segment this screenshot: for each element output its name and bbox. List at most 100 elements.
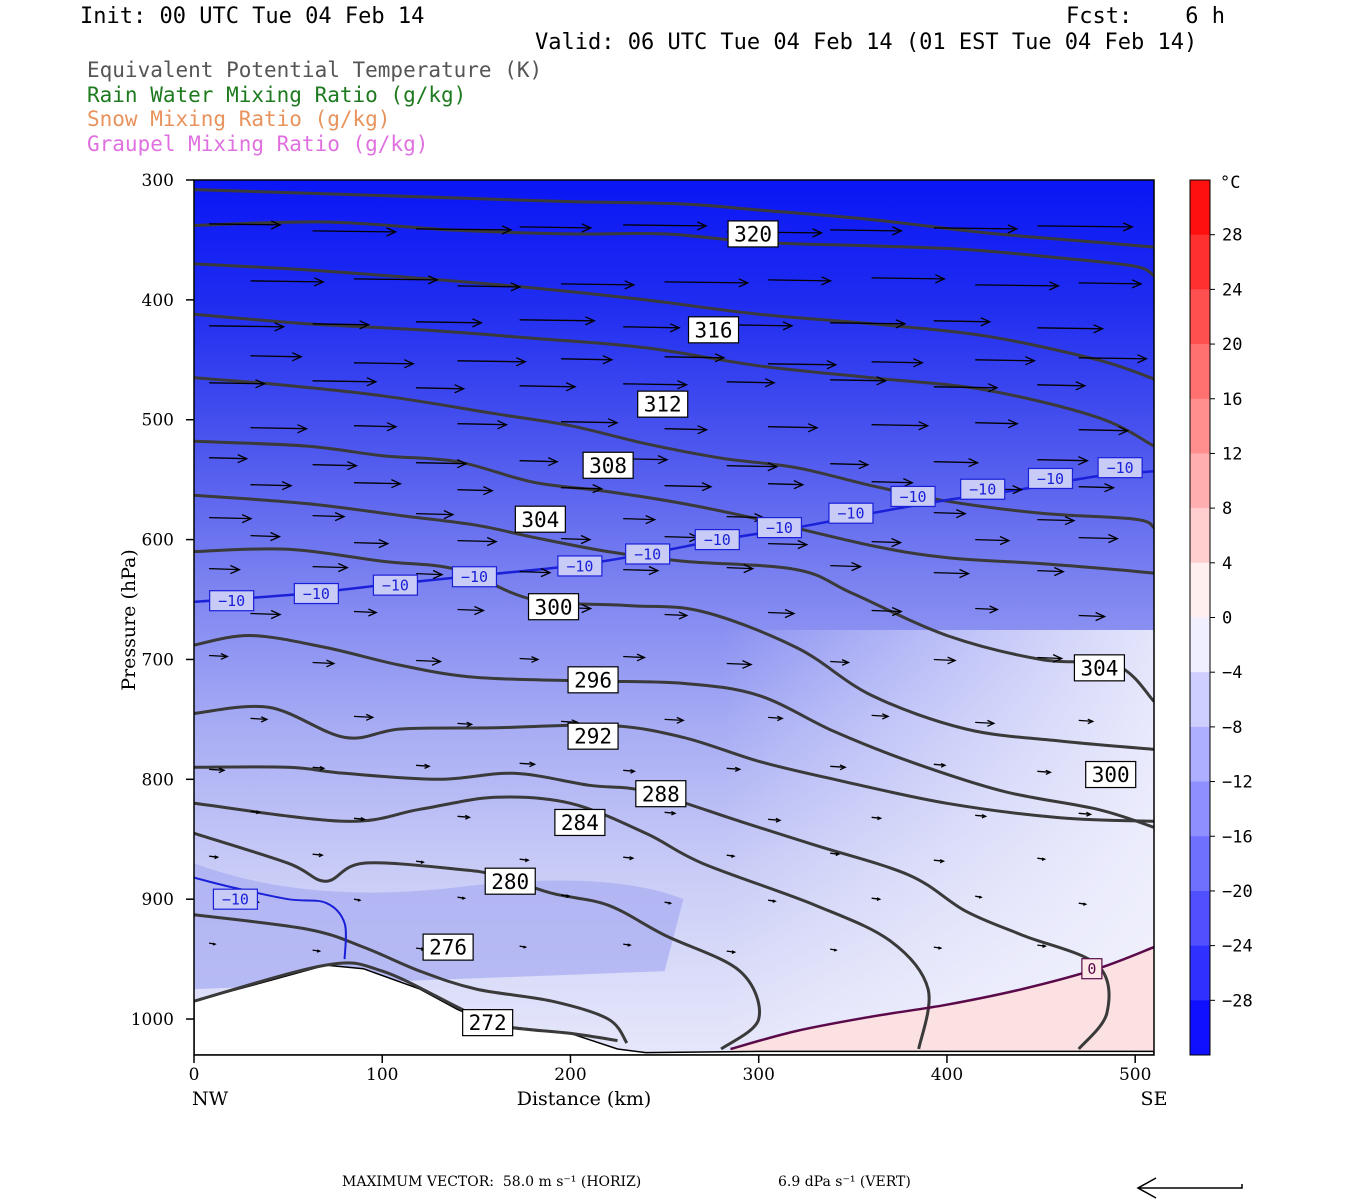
wind-vector — [871, 481, 913, 484]
wind-vector-head — [547, 457, 559, 467]
wind-vector-head — [1007, 224, 1019, 234]
wind-vector — [250, 612, 281, 616]
wind-vector — [933, 511, 966, 515]
colorbar-segment — [1190, 726, 1210, 783]
y-tick-label: 300 — [142, 171, 174, 191]
wind-vector — [1037, 384, 1085, 387]
isotherm-label: −10 — [900, 488, 927, 506]
colorbar-tick-label: −16 — [1222, 827, 1253, 847]
wind-vector-head — [566, 894, 571, 898]
wind-vector-head — [876, 897, 882, 901]
wind-vector-head — [220, 653, 229, 660]
theta-e-label-box — [687, 316, 740, 344]
wind-vector-head — [999, 535, 1011, 546]
theta-e-contour-320 — [194, 262, 1154, 381]
wind-vector-head — [1049, 281, 1060, 291]
wind-vector — [416, 572, 443, 576]
wind-vector — [726, 465, 777, 468]
wind-vector — [561, 720, 578, 724]
wind-vector-head — [731, 854, 736, 858]
wind-vector-head — [524, 858, 530, 863]
wind-vector — [209, 567, 240, 571]
wind-vector-head — [891, 606, 903, 617]
theta-e-label: 304 — [1080, 656, 1118, 680]
wind-vector — [1078, 812, 1091, 815]
wind-vector — [871, 714, 889, 718]
colorbar-segment — [1190, 617, 1210, 673]
wind-vector-head — [807, 423, 819, 433]
isotherm-label-box — [1027, 467, 1074, 490]
theta-e-label: 276 — [429, 936, 467, 960]
wind-vector-head — [365, 713, 375, 721]
wind-vector-head — [913, 358, 924, 368]
wind-vector-head — [775, 817, 782, 823]
colorbar-segment — [1190, 781, 1210, 837]
wind-vector-head — [212, 942, 217, 946]
wind-vector-head — [696, 221, 708, 231]
theta-e-contour-328 — [194, 188, 1154, 249]
wind-vector — [1037, 518, 1075, 522]
wind-vector — [664, 485, 712, 488]
isotherm-label: −10 — [566, 557, 593, 575]
colorbar-segment — [1190, 398, 1210, 454]
wind-vector — [209, 654, 228, 658]
wind-vector — [250, 280, 324, 283]
wind-vector-head — [947, 656, 957, 665]
wind-vector — [1078, 282, 1142, 285]
wind-vector-head — [424, 763, 431, 769]
legend-theta-e: Equivalent Potential Temperature (K) — [87, 58, 543, 82]
wind-vector — [623, 383, 687, 386]
isotherm-label: −10 — [222, 891, 249, 909]
isotherm-minus10-lower — [194, 876, 347, 960]
wind-vector — [519, 226, 591, 229]
wind-vector-head — [784, 608, 796, 619]
wind-vector-head — [431, 657, 443, 666]
wind-vector — [416, 228, 512, 231]
theta-e-label: 320 — [734, 222, 772, 246]
wind-vector-head — [826, 360, 838, 370]
wind-vector — [664, 281, 748, 284]
wind-vector — [830, 379, 886, 382]
theta-e-label-box — [635, 780, 687, 808]
wind-vector — [519, 319, 595, 322]
wind-vector — [664, 428, 707, 431]
isotherm-label-box — [828, 502, 874, 524]
wind-vector-head — [230, 564, 241, 575]
wind-vector-head — [981, 814, 988, 819]
wind-vector-head — [968, 458, 980, 468]
isotherm-label-box — [756, 517, 803, 539]
theta-e-label: 300 — [1092, 763, 1130, 787]
wind-vector — [250, 534, 280, 538]
wind-vector-head — [386, 422, 398, 432]
wind-vector — [457, 722, 472, 726]
isotherm-zero-label-box — [1081, 958, 1103, 980]
wind-vector-head — [882, 713, 890, 720]
theta-e-label-box — [527, 593, 580, 621]
wind-vector-head — [326, 659, 336, 668]
wind-vector-head — [607, 418, 619, 428]
wind-vector-head — [241, 514, 253, 524]
wind-vector-head — [939, 859, 946, 864]
wind-vector-head — [270, 609, 282, 620]
wind-vector-head — [743, 563, 755, 574]
wind-vector — [1037, 459, 1088, 462]
max-vector-arrow-icon — [1136, 1177, 1243, 1199]
isotherm-label-box — [694, 528, 740, 551]
colorbar-tick-label: 28 — [1222, 226, 1242, 246]
wind-vector — [416, 659, 441, 663]
wind-vector-head — [466, 721, 474, 728]
theta-e-label-box — [727, 220, 779, 248]
wind-vector-head — [260, 716, 269, 723]
wind-vector-head — [1078, 456, 1089, 466]
valid-time: Valid: 06 UTC Tue 04 Feb 14 (01 EST Tue … — [535, 30, 1198, 55]
wind-vector-head — [1007, 419, 1019, 429]
theta-e-label: 304 — [521, 508, 559, 532]
wind-vector-head — [903, 478, 914, 488]
wind-vector-head — [918, 421, 930, 431]
wind-vector-head — [697, 425, 709, 435]
colorbar-segment — [1190, 180, 1210, 236]
wind-vector-head — [1012, 485, 1024, 495]
theta-e-label-box — [422, 933, 474, 961]
wind-vector — [519, 762, 535, 765]
wind-vector-head — [334, 512, 346, 522]
